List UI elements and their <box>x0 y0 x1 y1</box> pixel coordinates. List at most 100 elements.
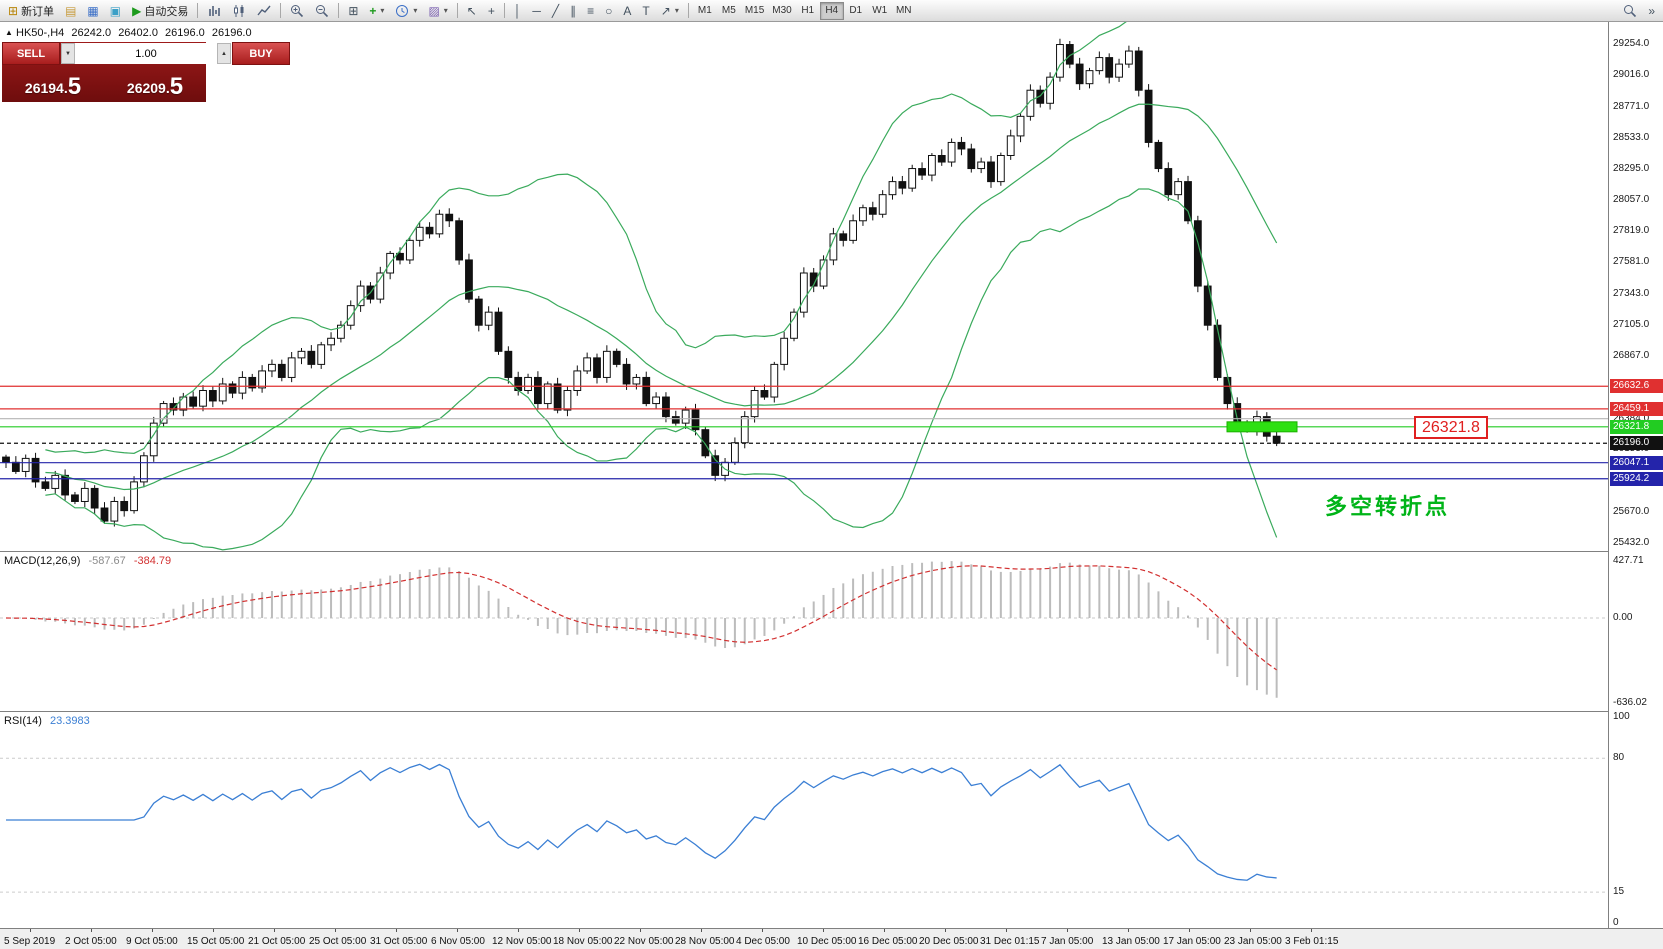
profiles-button[interactable]: ▤ <box>60 1 81 20</box>
dropdown-icon: ▾ <box>380 6 385 15</box>
zoom-in-button[interactable] <box>285 1 309 20</box>
symbol-period-label: HK50-,H4 <box>16 27 65 39</box>
toolbar-separator <box>280 3 282 18</box>
time-tick-mark <box>1128 929 1129 932</box>
rsi-name: RSI(14) <box>4 715 42 727</box>
turning-point-annotation[interactable]: 多空转折点 <box>1325 494 1451 519</box>
vertical-line-button[interactable]: │ <box>509 1 527 20</box>
price-tick-label: 28771.0 <box>1613 101 1650 113</box>
timeframe-button-h4[interactable]: H4 <box>819 1 844 20</box>
macd-signal-value: -384.79 <box>133 555 172 567</box>
ohlc-high: 26402.0 <box>118 27 158 39</box>
time-tick-mark <box>1311 929 1312 932</box>
main-toolbar: ⊞ 新订单 ▤ ▦ ▣ ▶ 自动交易 <box>0 0 1663 22</box>
time-axis[interactable]: 5 Sep 2019 2 Oct 05:00 9 Oct 05:00 15 Oct 0… <box>0 928 1663 949</box>
sell-button[interactable]: SELL <box>2 42 60 65</box>
timeframe-group: M1 M5 M15 M30 H1 H4 D1 W1 MN <box>693 1 916 20</box>
timeframe-button-m15[interactable]: M15 <box>744 4 765 16</box>
cursor-button[interactable]: ↖ <box>462 1 482 20</box>
candlestick-chart-button[interactable] <box>227 1 251 20</box>
templates-button[interactable]: ▨ ▾ <box>423 1 452 20</box>
cursor-icon: ↖ <box>466 3 477 18</box>
price-tick-label: 28057.0 <box>1613 194 1650 206</box>
one-click-collapse-arrow[interactable]: ▲ <box>5 28 13 37</box>
data-window-button[interactable]: ▣ <box>105 1 126 20</box>
scroll-to-end-button[interactable]: » <box>1643 1 1660 20</box>
timeframe-button-mn[interactable]: MN <box>895 4 912 16</box>
ask-price: 26209. 5 <box>126 73 184 100</box>
market-watch-button[interactable]: ▦ <box>82 1 103 20</box>
price-level-chip: 26047.1 <box>1610 455 1663 470</box>
buy-button[interactable]: BUY <box>232 42 290 65</box>
arrow-object-icon: ↗ <box>660 3 671 18</box>
price-tick-label: 27581.0 <box>1613 256 1650 268</box>
macd-axis-label: -636.02 <box>1613 696 1647 708</box>
tile-windows-icon: ⊞ <box>348 3 359 18</box>
zoom-out-button[interactable] <box>310 1 334 20</box>
new-order-icon: ⊞ <box>8 3 19 18</box>
auto-trading-button[interactable]: ▶ 自动交易 <box>127 1 193 20</box>
time-tick-mark <box>30 929 31 932</box>
shapes-button[interactable]: ○ <box>600 1 617 20</box>
tile-windows-button[interactable]: ⊞ <box>343 1 363 20</box>
timeframe-button-h1[interactable]: H1 <box>801 4 815 16</box>
time-label: 17 Jan 05:00 <box>1163 936 1221 947</box>
rsi-axis-label: 80 <box>1613 752 1625 764</box>
bar-chart-button[interactable] <box>202 1 226 20</box>
rsi-pane-label: RSI(14) 23.3983 <box>4 715 90 727</box>
timeframe-button-m30[interactable]: M30 <box>772 4 792 16</box>
price-callout-label[interactable]: 26321.8 <box>1414 416 1488 439</box>
trendline-icon: ╱ <box>551 3 560 18</box>
ohlc-close: 26196.0 <box>211 27 252 39</box>
time-label: 9 Oct 05:00 <box>126 936 178 947</box>
new-order-button[interactable]: ⊞ 新订单 <box>3 1 59 20</box>
time-tick-mark <box>701 929 702 932</box>
channel-icon: ∥ <box>570 3 577 18</box>
price-level-chip: 26196.0 <box>1610 436 1663 451</box>
horizontal-line-button[interactable]: ─ <box>527 1 546 20</box>
volume-input[interactable] <box>75 43 217 64</box>
text-button[interactable]: A <box>618 1 636 20</box>
price-tick-label: 25432.0 <box>1613 537 1650 548</box>
indicators-button[interactable]: + ▾ <box>364 1 389 20</box>
fibonacci-button[interactable]: ≡ <box>582 1 599 20</box>
trendline-button[interactable]: ╱ <box>547 1 564 20</box>
bid-main: 26194 <box>24 80 64 96</box>
auto-trading-label: 自动交易 <box>144 5 189 18</box>
channel-button[interactable]: ∥ <box>565 1 581 20</box>
time-label: 5 Sep 2019 <box>4 936 56 947</box>
arrows-button[interactable]: ↗ ▾ <box>656 1 684 20</box>
volume-increase-button[interactable]: ▲ <box>217 43 231 64</box>
timeframe-button-d1[interactable]: D1 <box>849 4 863 16</box>
market-watch-icon: ▦ <box>87 3 99 18</box>
search-button[interactable] <box>1618 1 1642 20</box>
time-label: 25 Oct 05:00 <box>309 936 367 947</box>
timeframe-button-w1[interactable]: W1 <box>872 4 888 16</box>
time-tick-mark <box>213 929 214 932</box>
zoom-out-icon <box>316 4 329 17</box>
time-tick-mark <box>640 929 641 932</box>
periods-button[interactable]: ▾ <box>390 1 422 20</box>
price-level-chip: 25924.2 <box>1610 471 1663 486</box>
time-label: 31 Dec 01:15 <box>980 936 1040 947</box>
timeframe-button-m5[interactable]: M5 <box>721 4 736 16</box>
dropdown-icon: ▾ <box>674 6 679 15</box>
line-chart-button[interactable] <box>252 1 276 20</box>
bid-fraction: 5 <box>67 73 82 100</box>
toolbar-separator <box>197 3 199 18</box>
toolbar-separator <box>338 3 340 18</box>
price-scale[interactable]: 29254.0 29016.0 28771.0 28533.0 28295.0 28057… <box>1608 22 1663 928</box>
price-level-chip: 26321.8 <box>1610 419 1663 434</box>
shapes-icon: ○ <box>605 3 613 18</box>
dropdown-icon: ▾ <box>443 6 448 15</box>
time-label: 20 Dec 05:00 <box>919 936 979 947</box>
bid-price: 26194. 5 <box>24 73 82 100</box>
macd-pane-label: MACD(12,26,9) -587.67 -384.79 <box>4 555 171 567</box>
timeframe-button-m1[interactable]: M1 <box>697 4 712 16</box>
price-tick-label: 28295.0 <box>1613 163 1650 175</box>
label-button[interactable]: T <box>637 1 654 20</box>
price-tick-label: 26384.0 <box>1613 412 1650 424</box>
crosshair-button[interactable]: + <box>483 1 500 20</box>
volume-decrease-button[interactable]: ▼ <box>61 43 75 64</box>
